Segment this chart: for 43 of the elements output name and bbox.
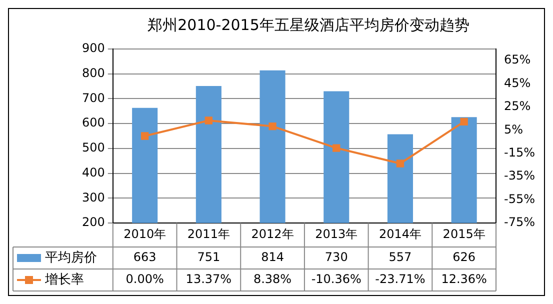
point (332, 144, 340, 152)
point (141, 132, 149, 140)
x-tick-label: 2015年 (442, 227, 486, 242)
y2-tick-label: 25% (504, 99, 531, 114)
y-tick-label: 200 (82, 215, 105, 230)
y-tick-label: 500 (82, 140, 105, 155)
x-tick-label: 2010年 (124, 227, 166, 242)
point (460, 118, 468, 126)
data-label: 814 (261, 250, 284, 264)
y-tick-label: 700 (82, 90, 105, 105)
data-label: 0.00% (126, 272, 164, 286)
y2-tick-label: 65% (504, 52, 531, 67)
chart-title: 郑州2010-2015年五星级酒店平均房价变动趋势 (148, 16, 470, 34)
y2-tick-label: 5% (504, 122, 524, 136)
y2-tick-label: -15% (504, 146, 536, 160)
legend-label: 平均房价 (45, 249, 97, 266)
x-tick-label: 2012年 (251, 227, 294, 242)
legend-label: 增长率 (44, 271, 84, 288)
data-label: 12.36% (441, 272, 487, 286)
y2-tick-label: 45% (504, 76, 531, 90)
data-label: 13.37% (186, 272, 232, 286)
y2-tick-label: -35% (504, 168, 536, 183)
point (396, 160, 404, 168)
y-tick-label: 600 (82, 116, 105, 130)
data-label: -23.71% (375, 272, 426, 286)
y-tick-label: 300 (82, 190, 105, 204)
y-tick-label: 400 (82, 165, 105, 180)
data-label: 663 (133, 250, 156, 264)
data-label: 8.38% (253, 272, 292, 286)
data-label: 751 (197, 250, 220, 264)
x-tick-label: 2014年 (378, 227, 422, 242)
data-label: 626 (452, 250, 476, 264)
y2-tick-label: -55% (504, 192, 536, 206)
data-label: -10.36% (311, 272, 362, 286)
point (204, 116, 213, 124)
x-tick-label: 2011年 (187, 227, 230, 242)
y-tick-label: 900 (82, 41, 105, 56)
point (268, 122, 276, 130)
x-tick-label: 2013年 (315, 227, 358, 242)
y2-tick-label: -75% (504, 215, 536, 230)
data-label: 730 (324, 250, 348, 264)
data-label: 557 (388, 250, 412, 264)
y-tick-label: 800 (82, 66, 105, 80)
